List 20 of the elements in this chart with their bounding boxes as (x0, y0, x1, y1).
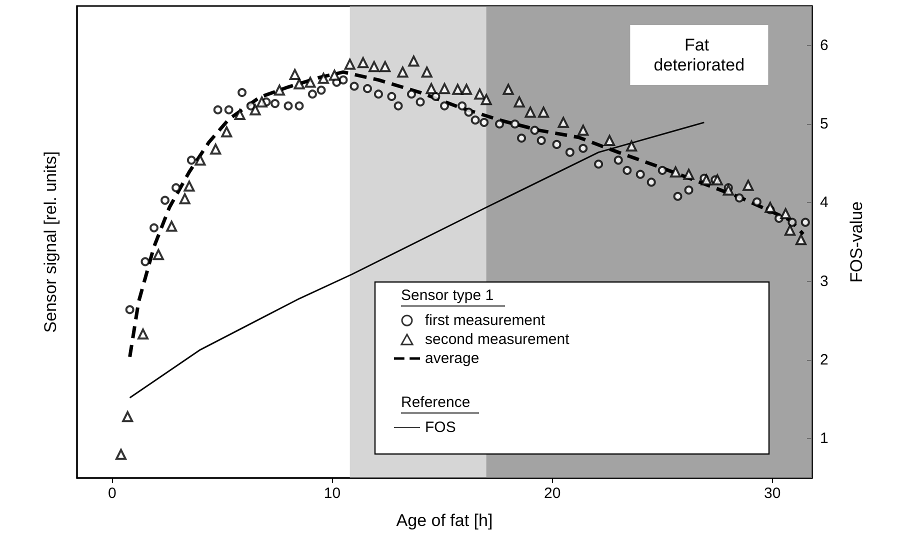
x-tick-label: 30 (764, 485, 781, 502)
band-label: Fat deteriorated (654, 36, 745, 74)
x-tick-label: 20 (544, 485, 561, 502)
y-axis-title: Sensor signal [rel. units] (41, 151, 60, 333)
y2-tick-label: 3 (820, 272, 828, 290)
legend-label: first measurement (425, 312, 546, 329)
x-tick-label: 10 (324, 485, 341, 502)
annotation: Reference (401, 394, 470, 411)
y2-axis-title: FOS-value (847, 201, 866, 283)
legend-label: FOS (425, 419, 456, 436)
y2-tick-label: 1 (820, 430, 828, 448)
y2-tick-label: 5 (820, 116, 828, 132)
legend-label: second measurement (425, 331, 570, 348)
y2-tick-label: 2 (820, 352, 828, 368)
legend-title: Sensor type 1 (401, 287, 494, 304)
y2-tick-label: 6 (820, 36, 828, 54)
x-axis-title: Age of fat [h] (396, 511, 493, 530)
y2-tick-label: 4 (820, 194, 828, 212)
x-tick-label: 0 (108, 485, 116, 502)
legend-label: average (425, 350, 480, 367)
